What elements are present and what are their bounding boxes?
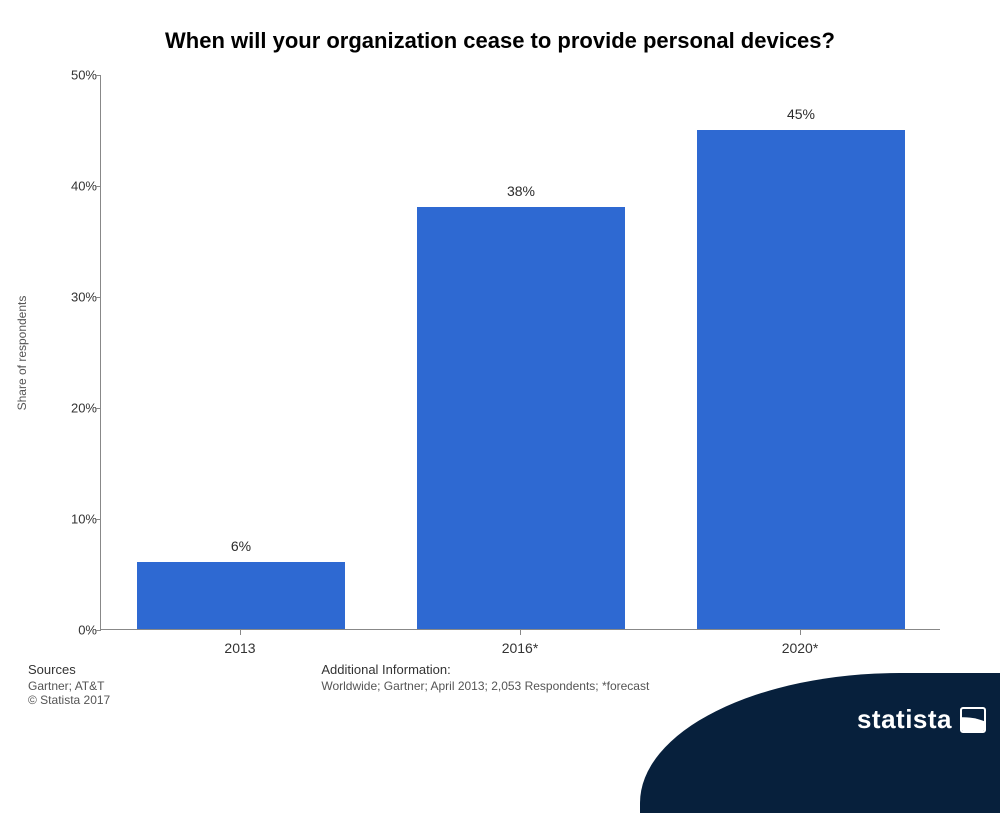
statista-wave-icon bbox=[960, 707, 986, 733]
x-tick-label: 2013 bbox=[100, 640, 380, 656]
plot-region: 0%10%20%30%40%50%6%38%45% bbox=[100, 75, 940, 630]
chart-area: Share of respondents 0%10%20%30%40%50%6%… bbox=[100, 75, 940, 630]
bar-value-label: 6% bbox=[137, 538, 344, 554]
y-tick-label: 20% bbox=[53, 401, 97, 416]
sources-line: Gartner; AT&T bbox=[28, 679, 318, 693]
bar-value-label: 38% bbox=[417, 183, 624, 199]
x-tick-label: 2016* bbox=[380, 640, 660, 656]
bar-value-label: 45% bbox=[697, 106, 904, 122]
y-tick-label: 0% bbox=[53, 623, 97, 638]
y-tick-label: 40% bbox=[53, 179, 97, 194]
sources-line: © Statista 2017 bbox=[28, 693, 318, 707]
x-tick-label: 2020* bbox=[660, 640, 940, 656]
logo-text: statista bbox=[857, 704, 952, 735]
y-tick-label: 10% bbox=[53, 512, 97, 527]
y-tick-label: 30% bbox=[53, 290, 97, 305]
y-axis-label: Share of respondents bbox=[15, 295, 29, 410]
sources-heading: Sources bbox=[28, 662, 318, 677]
additional-info-line: Worldwide; Gartner; April 2013; 2,053 Re… bbox=[321, 679, 821, 693]
y-tick-label: 50% bbox=[53, 68, 97, 83]
chart-title: When will your organization cease to pro… bbox=[0, 0, 1000, 64]
bar: 38% bbox=[417, 207, 624, 629]
bar: 45% bbox=[697, 130, 904, 630]
additional-info-heading: Additional Information: bbox=[321, 662, 821, 677]
bar: 6% bbox=[137, 562, 344, 629]
chart-footer: Sources Gartner; AT&T © Statista 2017 Ad… bbox=[28, 662, 972, 707]
